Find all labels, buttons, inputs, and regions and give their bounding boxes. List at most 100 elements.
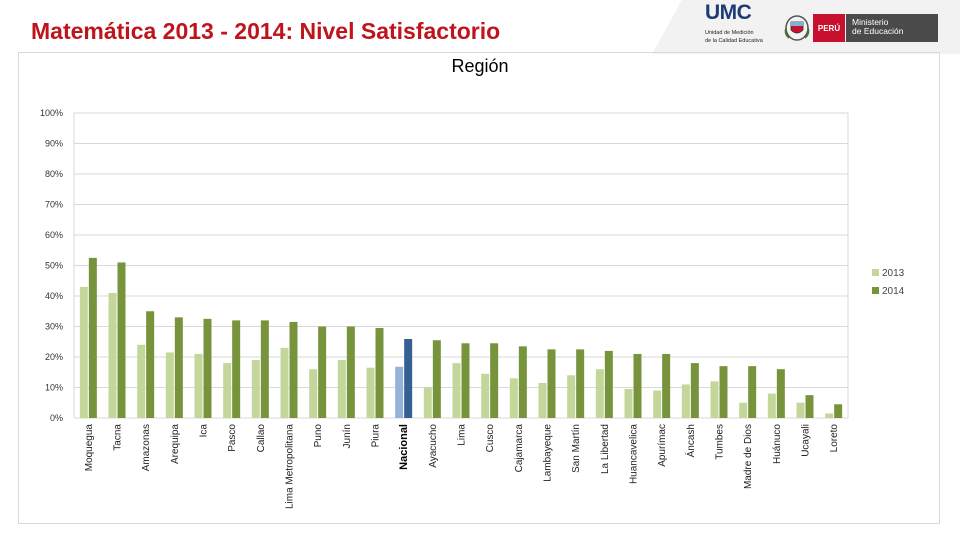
bar-2013 [796,402,805,418]
umc-subtitle-2: de la Calidad Educativa [705,38,763,44]
x-category-label: Tumbes [715,424,726,460]
x-category-label: Callao [256,424,267,453]
bar-2014 [375,328,384,418]
bar-2013 [366,367,375,418]
legend-swatch-2013 [872,269,879,276]
bar-2013 [567,375,576,418]
ministerio-line-2: de Educación [852,26,904,36]
ministerio-badge: Ministerio de Educación [846,14,938,42]
x-category-label: Pasco [227,424,238,452]
x-category-label: Huánuco [772,424,783,464]
bar-2014 [748,366,757,418]
bar-2014 [203,318,212,418]
bar-2013 [280,347,289,418]
x-category-label: Arequipa [170,424,181,464]
x-category-label: Ucayali [801,424,812,457]
bar-2014 [174,317,183,418]
bar-2013 [767,393,776,418]
bar-2014 [232,320,241,418]
x-category-label: Ica [199,424,210,438]
bar-2013 [481,373,490,418]
x-category-label: Lima [457,424,468,446]
y-tick-label: 80% [45,169,63,179]
legend: 2013 2014 [872,268,905,297]
bar-2014 [404,339,413,418]
x-category-label: Loreto [829,424,840,453]
x-category-label: Nacional [398,424,410,470]
x-category-label: Cajamarca [514,424,525,473]
x-category-label: Áncash [684,424,697,457]
bar-2013 [825,413,834,418]
x-category-label: San Martín [571,424,582,473]
x-category-label: Piura [371,424,382,448]
x-category-label: Moquegua [84,424,95,472]
bar-2013 [337,360,346,418]
y-tick-label: 0% [50,413,63,423]
bar-2014 [604,350,613,418]
bar-2013 [509,378,518,418]
bar-2013 [538,382,547,418]
y-tick-label: 60% [45,230,63,240]
x-category-label: Ayacucho [428,424,439,468]
y-tick-label: 10% [45,383,63,393]
bar-2013 [681,384,690,418]
bar-2014 [690,363,699,418]
x-category-label: Amazonas [141,424,152,471]
labels-layer: 0% 10% 20% 30% 40% 50% 60% 70% 80% 90% 100% Moquegu… [40,108,840,509]
bar-2014 [318,326,327,418]
chart-frame [18,52,940,524]
bar-2013 [595,369,604,418]
bar-2013 [452,363,461,418]
bar-2014 [805,395,814,418]
bar-2014 [88,257,97,418]
legend-label-2014: 2014 [882,286,905,297]
bar-2014 [289,321,298,418]
bar-2014 [633,353,642,418]
bar-2013 [137,344,146,418]
bar-2014 [461,343,470,418]
grid-layer [73,112,849,419]
bar-2014 [776,369,785,418]
x-category-label: Lambayeque [543,424,554,482]
x-category-label: Cusco [485,424,496,453]
peru-seal-icon [784,15,810,41]
x-category-label: Puno [313,424,324,448]
x-category-label: Apurímac [657,424,668,467]
bar-2013 [395,366,404,418]
x-category-label: Lima Metropolitana [285,424,296,509]
umc-subtitle-1: Unidad de Medición [705,30,754,36]
bar-2013 [223,363,232,418]
y-tick-label: 70% [45,200,63,210]
bar-2014 [662,353,671,418]
y-tick-label: 40% [45,291,63,301]
bar-2013 [624,389,633,418]
x-category-label: Junín [342,424,353,448]
y-tick-label: 100% [40,108,63,118]
bar-2014 [260,320,269,418]
bar-2013 [194,353,203,418]
bar-2013 [653,390,662,418]
x-category-label: Madre de Dios [743,424,754,489]
legend-swatch-2014 [872,287,879,294]
bar-2013 [165,352,174,418]
bar-2014 [490,343,499,418]
bar-2013 [251,360,260,418]
x-category-label: Tacna [113,424,124,451]
legend-label-2013: 2013 [882,268,905,279]
chart-title: Región [451,56,508,76]
peru-badge: PERÚ [813,14,845,42]
bar-2014 [146,311,155,418]
bar-2013 [108,292,117,418]
y-tick-label: 30% [45,322,63,332]
x-category-label: La Libertad [600,424,611,474]
ministerio-line-1: Ministerio [852,17,889,27]
bar-2013 [739,402,748,418]
x-category-label: Huancavelica [629,424,640,484]
bar-2014 [719,366,728,418]
bar-2014 [547,349,556,418]
y-tick-label: 90% [45,139,63,149]
bar-2014 [834,404,843,418]
bars-layer [79,257,843,418]
y-tick-label: 20% [45,352,63,362]
bar-2014 [117,262,126,418]
